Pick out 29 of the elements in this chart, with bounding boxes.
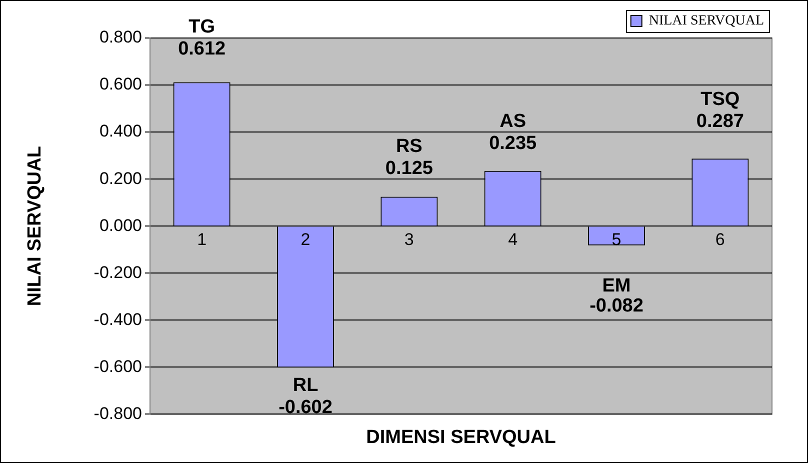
data-label: 0.287 <box>696 110 744 132</box>
y-axis-title: NILAI SERVQUAL <box>24 146 46 306</box>
y-tick-label: 0.400 <box>99 122 142 141</box>
y-tick-label: 0.000 <box>99 216 142 235</box>
x-axis-title: DIMENSI SERVQUAL <box>366 426 556 448</box>
data-label: 0.235 <box>489 133 538 154</box>
data-label: -0.082 <box>590 295 644 316</box>
y-tick-label: 0.200 <box>99 168 142 188</box>
data-label: -0.602 <box>278 396 332 418</box>
y-tick-label: 0.800 <box>99 28 142 47</box>
y-tick-label: -0.400 <box>94 310 142 329</box>
legend-label: NILAI SERVQUAL <box>648 14 764 29</box>
y-tick-label: -0.200 <box>94 262 142 282</box>
y-tick-label: 0.600 <box>99 74 142 94</box>
x-tick-label: 2 <box>300 230 310 249</box>
x-tick-label: 1 <box>197 230 207 249</box>
x-tick-label: 3 <box>404 230 414 249</box>
x-tick-label: 6 <box>715 230 725 249</box>
x-tick-label: 4 <box>508 230 518 249</box>
data-label: 0.612 <box>178 38 226 60</box>
annotation: RL <box>292 374 319 396</box>
annotation: TSQ <box>700 88 740 110</box>
y-tick-label: -0.800 <box>94 404 142 423</box>
annotation: EM <box>602 275 631 296</box>
annotation: AS <box>500 111 526 132</box>
annotation: RS <box>396 136 422 157</box>
y-tick-label: -0.600 <box>94 356 142 376</box>
data-label: 0.125 <box>385 158 434 179</box>
annotation: TG <box>188 16 216 38</box>
